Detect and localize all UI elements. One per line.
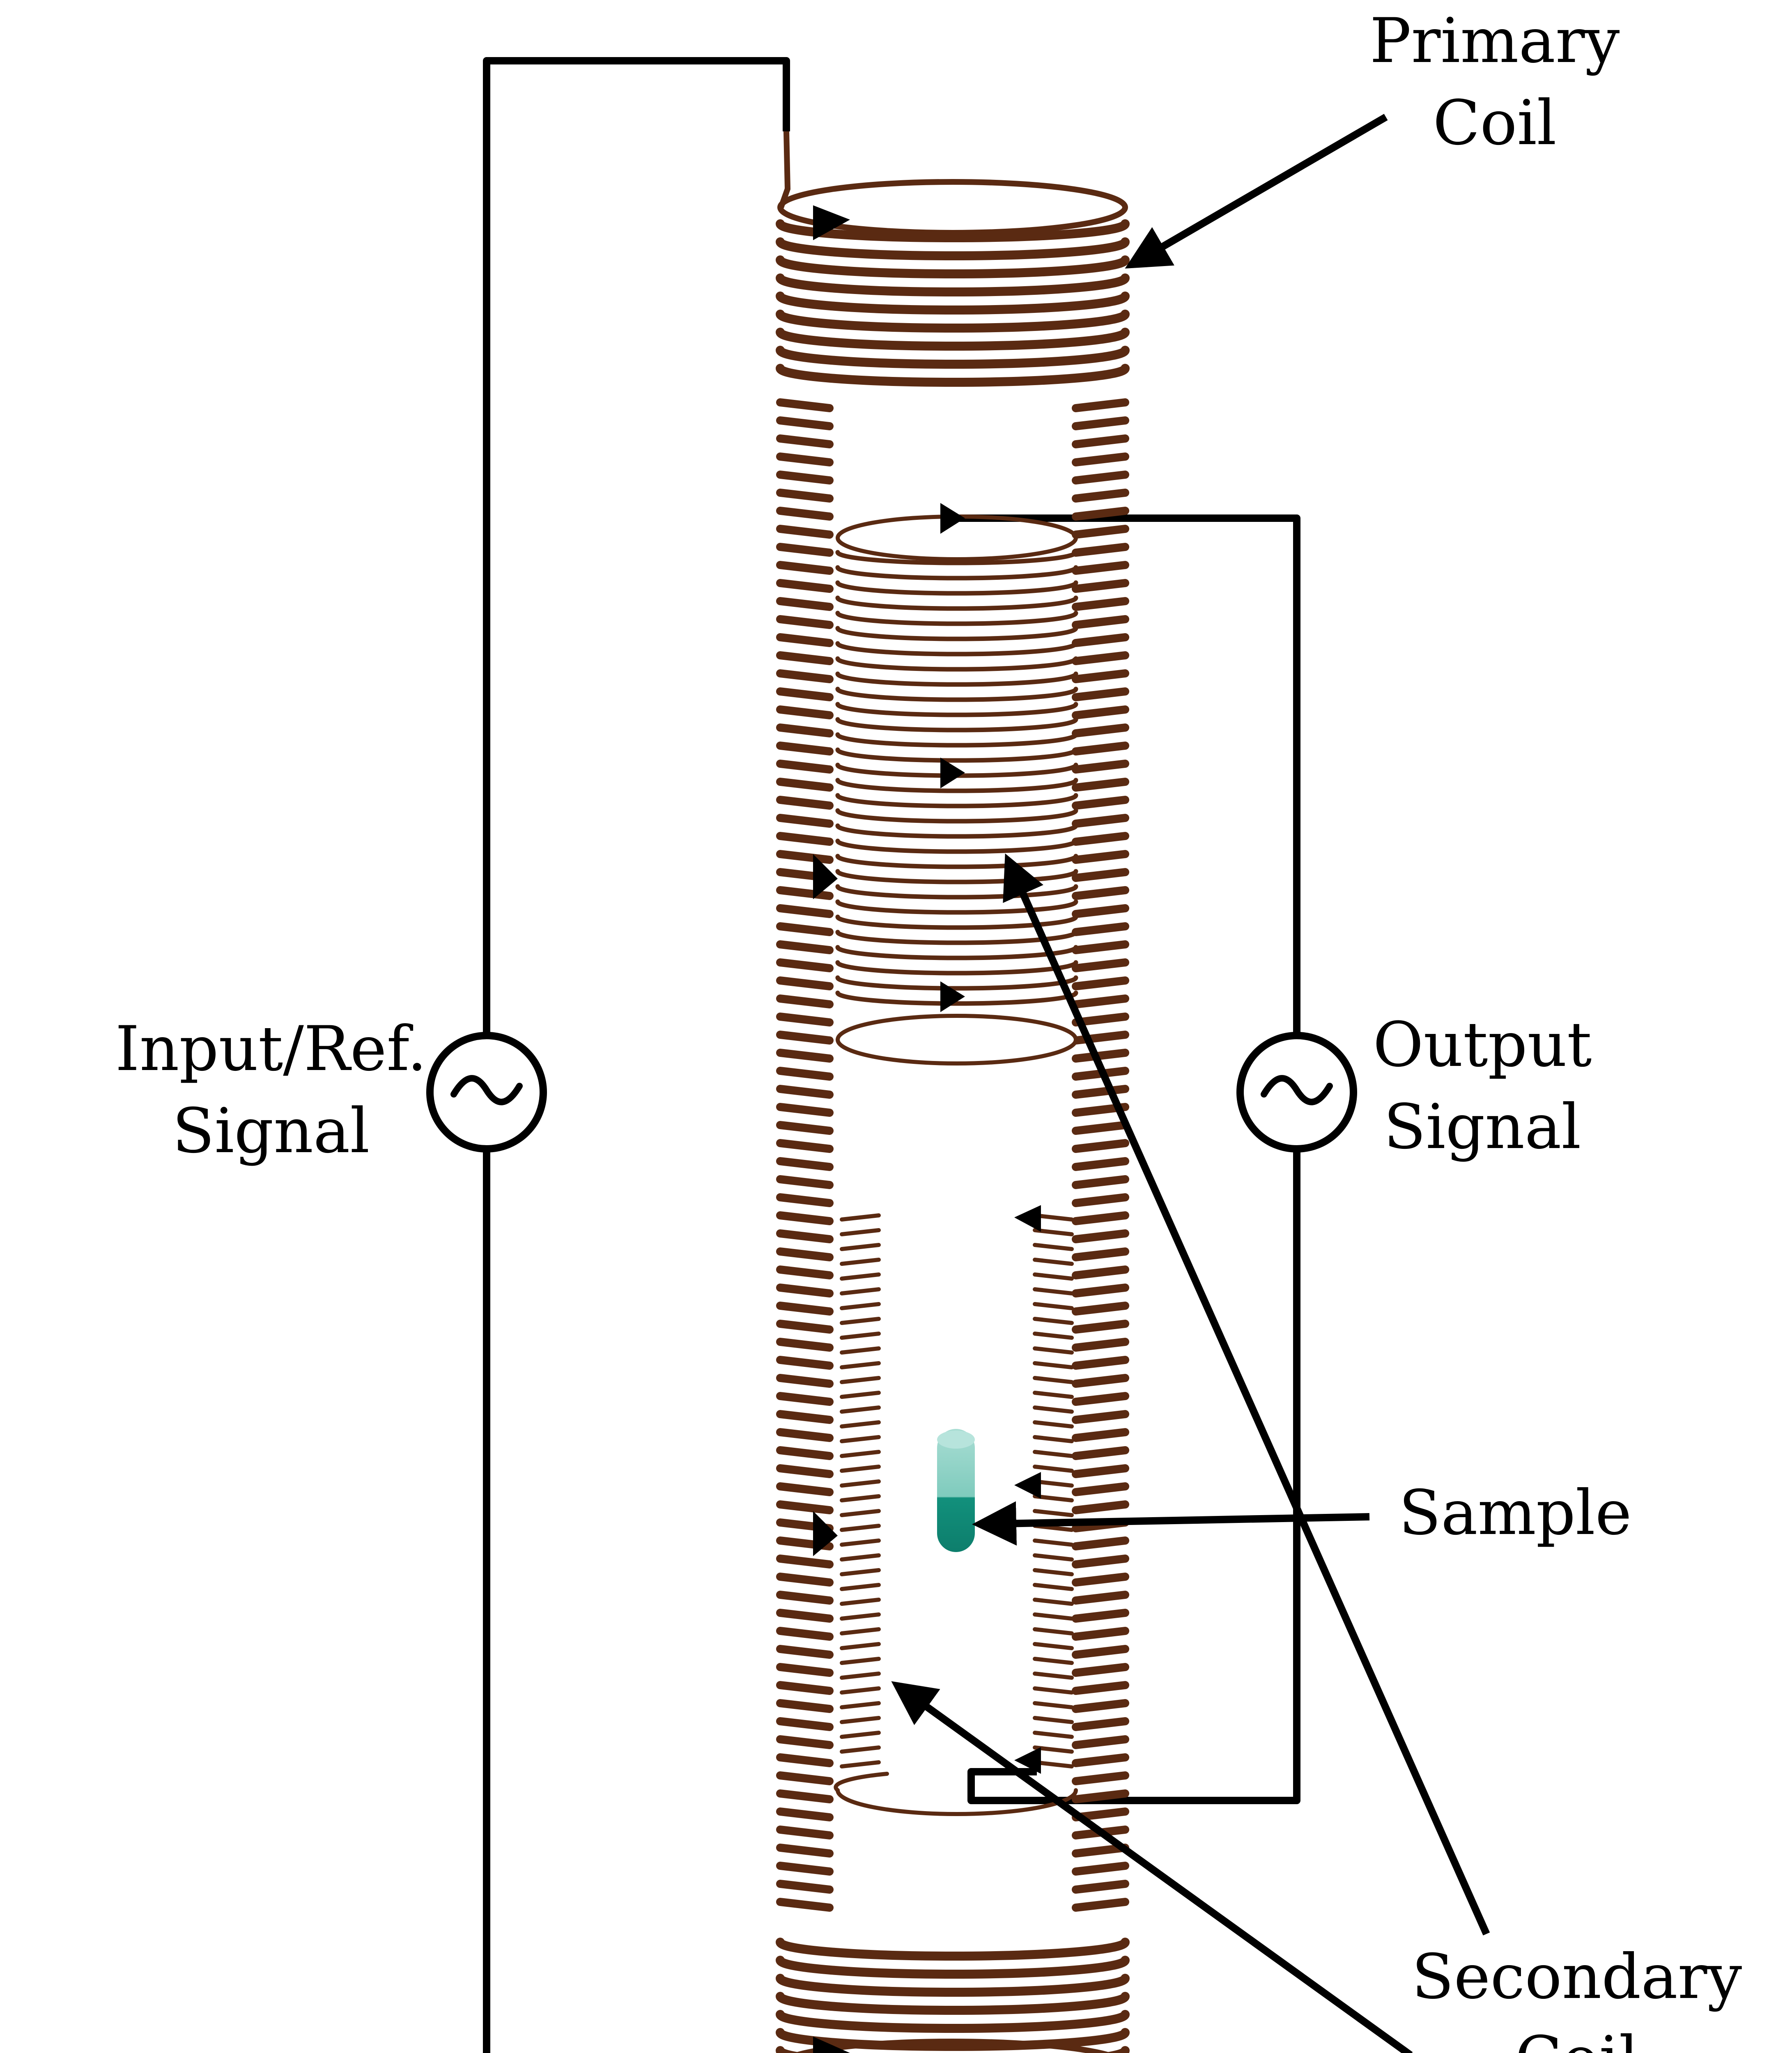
primary-coil-label-line-1: Primary (1369, 5, 1620, 77)
output-ac-source-icon (1236, 1032, 1357, 1153)
sample-label: Sample (1384, 1472, 1647, 1554)
direction-arrow-icon (813, 205, 1041, 2053)
secondary-coil-upper (835, 514, 1078, 1066)
primary-coil-label: Primary Coil (1318, 0, 1671, 164)
input-circuit-wire (483, 57, 790, 2053)
sample (937, 1429, 975, 1552)
sample-pointer (972, 1501, 1370, 1546)
primary-coil (776, 179, 1130, 2053)
input-ac-source-icon (426, 1032, 547, 1153)
pointer-arrow-icon (891, 114, 1490, 2053)
primary-coil-pointer (1125, 114, 1388, 269)
input-signal-label-line-2: Signal (172, 1095, 370, 1167)
secondary-coil-pointer-lower (891, 1681, 1413, 2053)
input-signal-label: Input/Ref. Signal (103, 1008, 439, 1172)
secondary-coil-label: Secondary Coil (1400, 1936, 1753, 2053)
output-signal-label-line-2: Signal (1383, 1091, 1581, 1163)
output-signal-label-line-1: Output (1373, 1009, 1592, 1081)
primary-coil-label-line-2: Coil (1433, 87, 1557, 159)
secondary-coil-label-line-2: Coil (1400, 2018, 1753, 2053)
primary-lead-wire (778, 131, 791, 209)
secondary-coil-label-line-1: Secondary (1411, 1941, 1742, 2013)
sample-label-text: Sample (1399, 1477, 1632, 1549)
input-signal-label-line-1: Input/Ref. (115, 1013, 427, 1085)
output-circuit-wire (959, 514, 1300, 1804)
secondary-coil-pointer-upper (1003, 853, 1490, 1936)
output-signal-label: Output Signal (1351, 1004, 1614, 1168)
